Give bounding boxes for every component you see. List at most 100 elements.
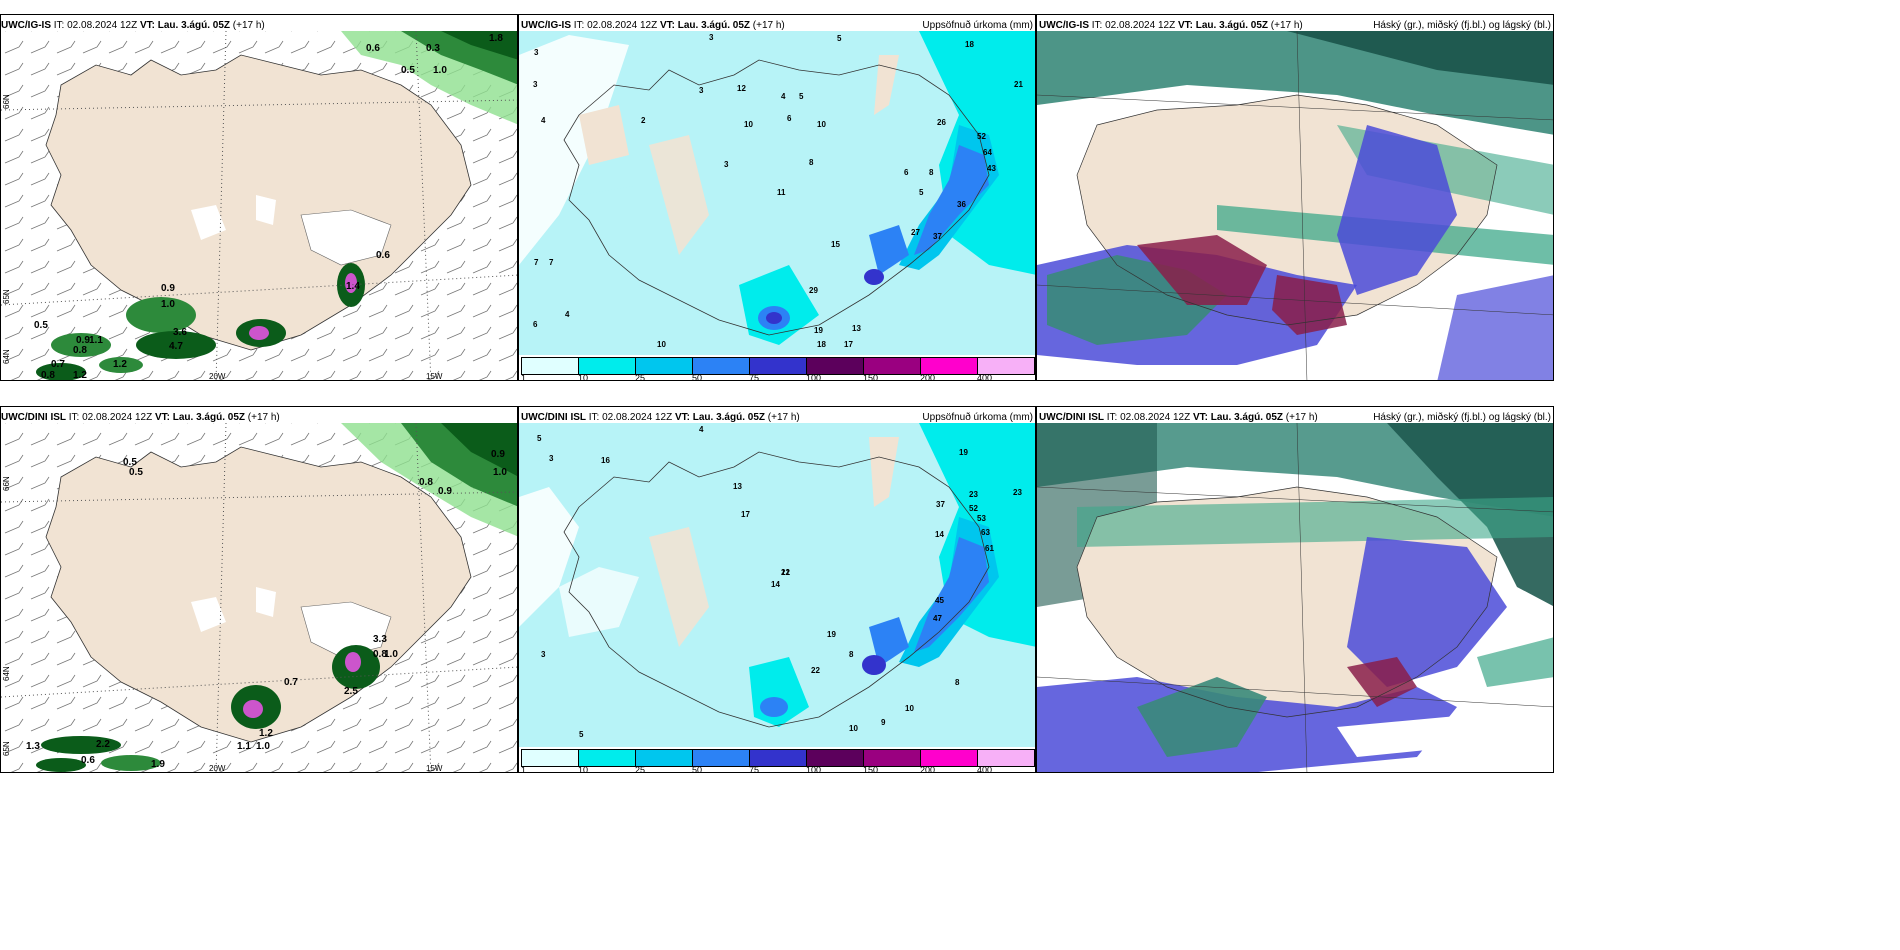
colorbar-label: 100 (806, 765, 822, 773)
precip-value: 5 (919, 188, 924, 197)
wind-value: 0.9 (491, 449, 505, 460)
precip-value: 7 (549, 258, 554, 267)
wind-value: 1.2 (259, 728, 273, 739)
colorbar-label: 150 (863, 373, 879, 381)
precip-value: 8 (849, 650, 854, 659)
precip-value: 6 (787, 114, 792, 123)
wind-value: 0.7 (51, 359, 65, 370)
precip-value: 45 (935, 596, 944, 605)
precip-value: 3 (709, 33, 714, 42)
precip-value: 10 (744, 120, 753, 129)
precip-value: 3 (541, 650, 546, 659)
precip-value: 15 (831, 240, 840, 249)
precip-value: 17 (844, 340, 853, 349)
precip-value: 3 (549, 454, 554, 463)
colorbar-label: 75 (749, 765, 760, 773)
wind-value: 1.3 (26, 741, 40, 752)
precip-value: 5 (837, 34, 842, 43)
precip-value: 19 (814, 326, 823, 335)
precip-value: 10 (849, 724, 858, 733)
wind-value: 2.5 (344, 686, 358, 697)
colorbar-label: 400 (977, 765, 993, 773)
precip-value: 5 (799, 92, 804, 101)
precip-value: 43 (987, 164, 996, 173)
precip-colorbar (521, 357, 1035, 375)
colorbar-label: 25 (635, 765, 646, 773)
precip-value: 53 (977, 514, 986, 523)
precip-value: 18 (965, 40, 974, 49)
precip-value: 47 (933, 614, 942, 623)
precip-value: 12 (737, 84, 746, 93)
colorbar-seg (636, 750, 693, 766)
wind-value: 1.4 (346, 281, 360, 292)
precip-value: 4 (541, 116, 546, 125)
wind-value: 1.0 (161, 299, 175, 310)
precip-value: 6 (533, 320, 538, 329)
precip-map: 3 3 5 3 4 18 21 3 12 4 5 10 6 10 26 2 3 … (519, 31, 1035, 355)
lat-label: 65N (2, 741, 11, 756)
wind-value: 1.8 (489, 33, 503, 44)
colorbar-seg (921, 750, 978, 766)
precip-value: 29 (809, 286, 818, 295)
colorbar-label: 1 (521, 765, 527, 773)
wind-value: 1.1 (89, 335, 103, 346)
colorbar-label: 200 (920, 765, 936, 773)
cloud-map-panel-row2: UWC/DINI ISL IT: 02.08.2024 12Z VT: Lau.… (1036, 406, 1554, 773)
colorbar-seg (921, 358, 978, 374)
precip-value: 64 (983, 148, 992, 157)
colorbar-seg (978, 750, 1034, 766)
precip-value: 23 (969, 490, 978, 499)
wind-value: 0.7 (284, 677, 298, 688)
colorbar-seg (807, 358, 864, 374)
wind-map-panel-row2: UWC/DINI ISL IT: 02.08.2024 12Z VT: Lau.… (0, 406, 518, 773)
precip-value: 27 (911, 228, 920, 237)
precip-value: 37 (936, 500, 945, 509)
precip-value: 18 (817, 340, 826, 349)
precip-value: 26 (937, 118, 946, 127)
wind-value: 1.2 (73, 370, 87, 381)
precip-value: 16 (601, 456, 610, 465)
panel-title: UWC/DINI ISL IT: 02.08.2024 12Z VT: Lau.… (1039, 412, 1551, 423)
precip-value: 8 (809, 158, 814, 167)
panel-title: UWC/IG-IS IT: 02.08.2024 12Z VT: Lau. 3.… (1, 20, 265, 31)
colorbar-label: 400 (977, 373, 993, 381)
precip-value: 8 (955, 678, 960, 687)
colorbar-label: 100 (806, 373, 822, 381)
wind-value: 0.6 (376, 250, 390, 261)
colorbar-label: 50 (692, 373, 703, 381)
precip-value: 63 (981, 528, 990, 537)
precip-value: 21 (1014, 80, 1023, 89)
precip-value: 10 (817, 120, 826, 129)
wind-value: 1.0 (433, 65, 447, 76)
lat-label: 66N (2, 476, 11, 491)
colorbar-seg (522, 358, 579, 374)
precip-value: 13 (852, 324, 861, 333)
wind-value: 0.8 (41, 370, 55, 381)
colorbar-label: 1 (521, 373, 527, 381)
colorbar-seg (579, 358, 636, 374)
cloud-map (1037, 422, 1553, 772)
wind-value: 1.1 (237, 741, 251, 752)
precip-value: 13 (733, 482, 742, 491)
wind-value: 0.9 (161, 283, 175, 294)
precip-value: 3 (534, 48, 539, 57)
panel-title: UWC/IG-IS IT: 02.08.2024 12Z VT: Lau. 3.… (521, 20, 1033, 31)
colorbar-label: 10 (578, 373, 589, 381)
precip-value: 10 (657, 340, 666, 349)
lat-label: 64N (2, 666, 11, 681)
lat-label: 64N (2, 349, 11, 364)
lon-label: 15W (426, 764, 443, 773)
precip-value: 3 (724, 160, 729, 169)
precip-colorbar (521, 749, 1035, 767)
precip-value: 36 (957, 200, 966, 209)
wind-value: 0.5 (401, 65, 415, 76)
wind-value: 0.5 (34, 320, 48, 331)
cloud-map (1037, 30, 1553, 380)
wind-map: 0.5 0.5 0.9 1.0 0.8 0.9 3.3 1.0 0.8 0.7 … (1, 422, 517, 773)
wind-value: 0.6 (81, 755, 95, 766)
colorbar-seg (864, 750, 921, 766)
wind-value: 1.9 (151, 759, 165, 770)
precip-value: 61 (985, 544, 994, 553)
precip-value: 11 (777, 188, 786, 197)
precip-value: 8 (929, 168, 934, 177)
